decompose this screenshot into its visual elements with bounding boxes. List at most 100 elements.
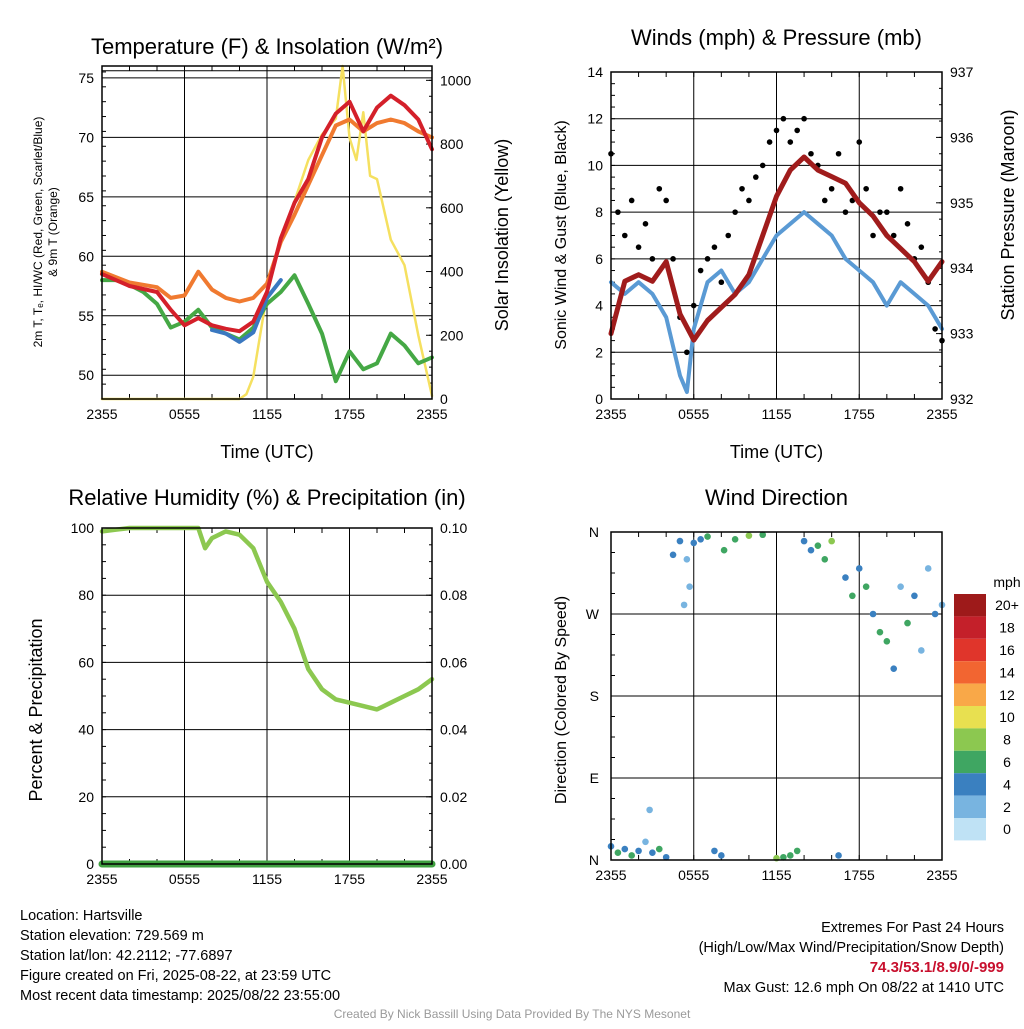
gust-point [663, 197, 669, 204]
gust-point [635, 244, 642, 250]
temp-y-tick-label: 70 [78, 129, 94, 145]
direction-point [718, 852, 725, 859]
direction-point [655, 845, 663, 853]
rh-y2-tick-label: 0.04 [440, 722, 467, 738]
station-info: Location: Hartsville Station elevation: … [20, 906, 340, 1006]
gust-point [670, 256, 676, 262]
gust-point [725, 232, 732, 239]
series-insolation-line [100, 64, 434, 401]
wind-x-axis-label: Time (UTC) [730, 442, 823, 462]
dir-x-tick-label: 0555 [678, 867, 709, 883]
gust-point [684, 349, 690, 356]
gust-point [828, 185, 835, 192]
wind-x-tick-label: 1155 [761, 406, 791, 422]
direction-point [676, 537, 684, 545]
gust-point [615, 209, 621, 215]
temp-y2-tick-label: 0 [440, 391, 448, 407]
wind-y-tick-label: 12 [587, 111, 603, 127]
station-elevation: Station elevation: 729.569 m [20, 928, 204, 944]
wind-y-tick-label: 14 [587, 64, 603, 80]
direction-point [814, 542, 822, 549]
dir-x-tick-label: 2355 [926, 867, 957, 883]
wind-y-tick-label: 8 [595, 204, 603, 220]
wind-y-axis-label: Sonic Wind & Gust (Blue, Black) [553, 120, 570, 349]
direction-point [800, 537, 808, 545]
wind-y-tick-label: 4 [595, 298, 603, 314]
gust-point [746, 197, 752, 204]
station-latlon: Station lat/lon: 42.2112; -77.6897 [20, 948, 233, 964]
series-sonic-wind-line [609, 210, 944, 394]
wind-y-tick-label: 10 [587, 157, 603, 173]
direction-point [711, 847, 718, 855]
direction-point [635, 847, 642, 855]
colorbar-title: mph [993, 574, 1020, 590]
wind-y2-tick-label: 932 [950, 391, 974, 407]
colorbar-label: 2 [1003, 799, 1011, 815]
temp-y2-tick-label: 200 [440, 327, 464, 343]
direction-point [931, 610, 939, 618]
dir-y-tick-label: S [590, 688, 599, 704]
rh-x-tick-label: 0555 [169, 871, 200, 887]
rh-y2-tick-label: 0.02 [440, 789, 467, 805]
wind-plot-border [610, 71, 943, 400]
temp-x-tick-label: 2355 [416, 406, 447, 422]
rh-y-tick-label: 20 [78, 789, 94, 805]
direction-point [924, 565, 932, 572]
wind-x-tick-label: 1755 [844, 406, 875, 422]
temp-x-tick-label: 1155 [252, 406, 282, 422]
wind-y-tick-label: 0 [595, 391, 603, 407]
gust-point [870, 232, 876, 239]
direction-point [828, 537, 835, 545]
direction-point [680, 601, 688, 609]
extremes-heading: Extremes For Past 24 Hours [821, 920, 1004, 936]
dir-y-tick-label: N [589, 524, 599, 540]
dir-y-tick-label: E [590, 770, 599, 786]
figure-created: Figure created on Fri, 2025-08-22, at 23… [20, 968, 332, 984]
extremes-values: 74.3/53.1/8.9/0/-999 [869, 959, 1004, 976]
series-pressure-line [608, 154, 945, 343]
colorbar-swatch [954, 728, 986, 751]
gust-point [897, 185, 904, 192]
colorbar-label: 12 [999, 687, 1015, 703]
colorbar-swatch [954, 706, 986, 729]
gust-point [711, 244, 718, 250]
gust-point [794, 127, 800, 134]
direction-point [793, 847, 801, 855]
wind-y-tick-label: 6 [595, 251, 603, 267]
gust-point [773, 127, 780, 134]
gust-point [877, 209, 883, 215]
gust-point [856, 139, 863, 145]
gust-point [718, 279, 725, 286]
dir-y-tick-label: N [589, 852, 599, 868]
wind-y2-tick-label: 933 [950, 326, 974, 342]
gust-point [766, 139, 773, 145]
colorbar-label: 14 [999, 664, 1015, 680]
direction-point [690, 539, 698, 547]
gust-point [890, 232, 897, 239]
rh-y2-tick-label: 0.10 [440, 520, 467, 536]
gust-point [863, 185, 869, 192]
direction-point [720, 546, 728, 554]
gust-point [649, 256, 656, 262]
dir-x-tick-label: 1755 [844, 867, 875, 883]
gust-point [801, 115, 807, 122]
temp-y2-tick-label: 1000 [440, 72, 471, 88]
rh-y-tick-label: 100 [71, 520, 95, 536]
temp-y2-tick-label: 600 [440, 200, 464, 216]
direction-point [862, 583, 870, 590]
direction-point [731, 535, 739, 543]
colorbar-swatch [954, 638, 986, 662]
gust-point [656, 185, 663, 192]
direction-point [669, 551, 677, 559]
gust-point [821, 197, 828, 204]
rh-x-tick-label: 1755 [334, 871, 365, 887]
direction-point [842, 574, 849, 581]
temp-y-tick-label: 65 [78, 189, 94, 205]
rh-y2-tick-label: 0.08 [440, 587, 467, 603]
dir-y-tick-label: W [586, 606, 600, 622]
wind-x-tick-label: 0555 [678, 406, 709, 422]
colorbar-label: 18 [999, 620, 1015, 636]
direction-point [621, 845, 629, 853]
